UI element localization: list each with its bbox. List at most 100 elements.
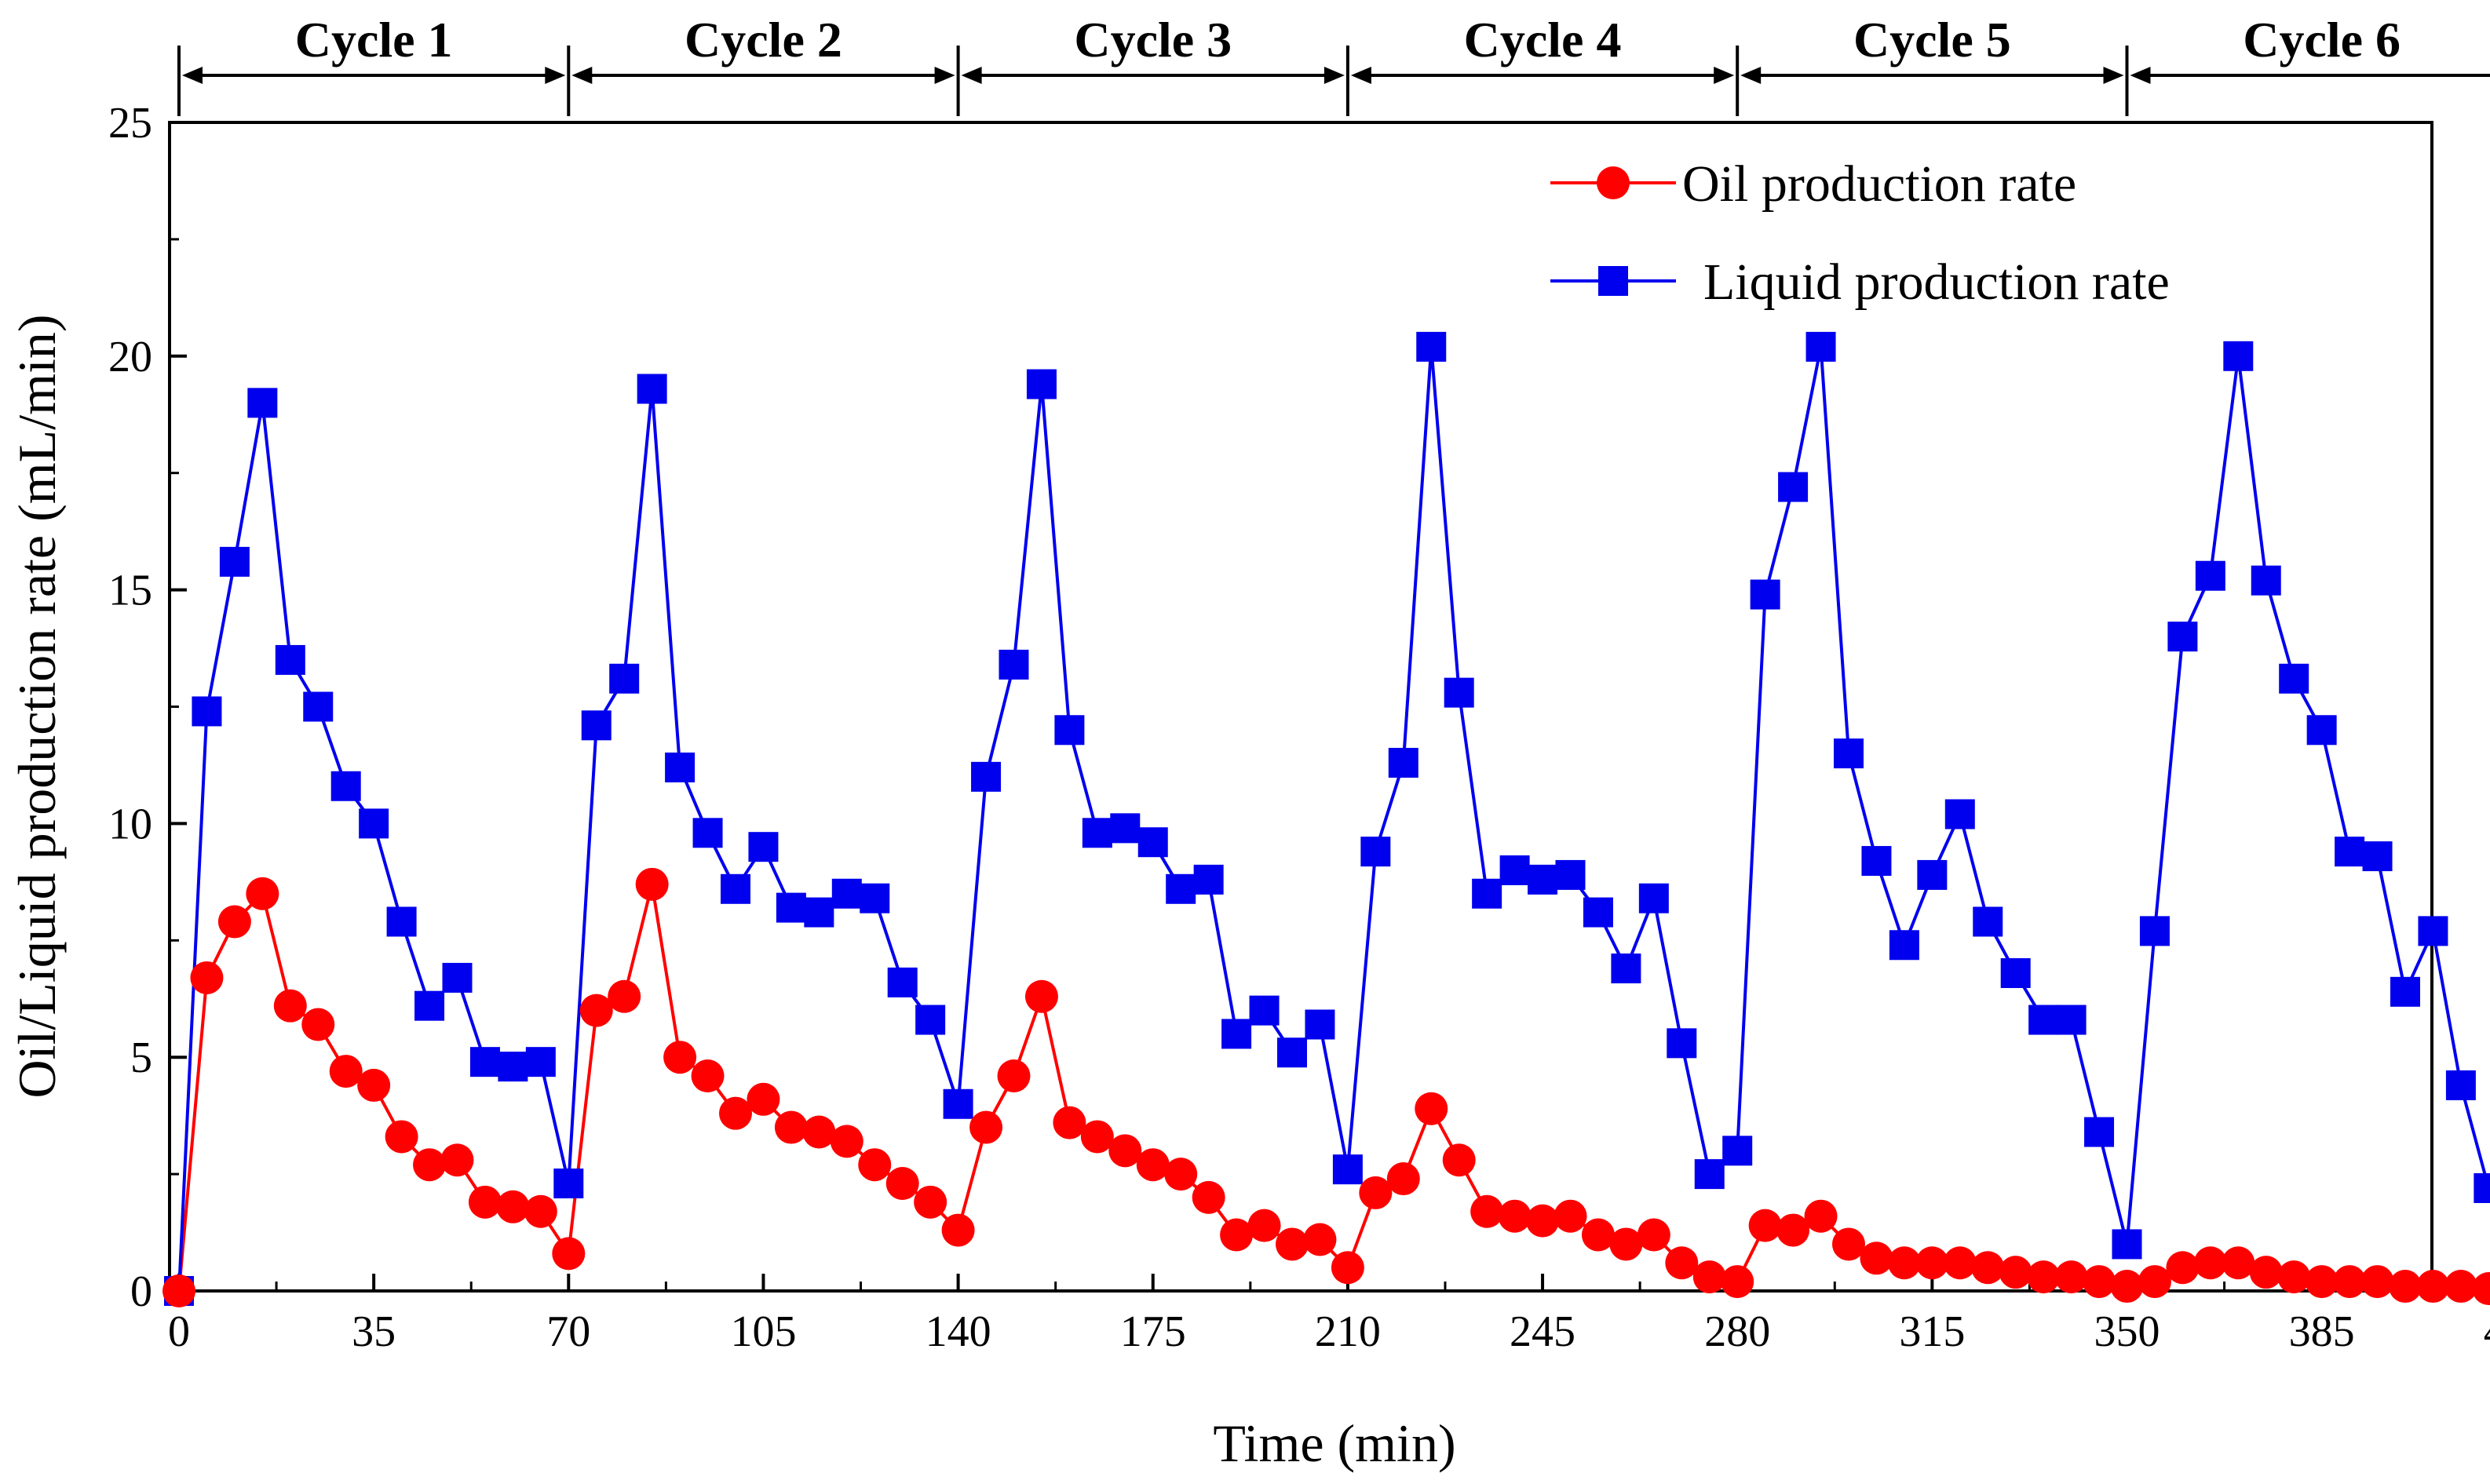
oil-rate-point xyxy=(1164,1158,1198,1191)
liquid-rate-point xyxy=(1834,738,1864,769)
oil-rate-point xyxy=(2193,1246,2227,1280)
cycle-arrow-left xyxy=(2130,67,2151,84)
liquid-rate-point xyxy=(1694,1159,1725,1190)
axes: 0 35 70 105 140 175 210 245 280 315 350 385 420 0 5 10 1… xyxy=(108,99,2490,1356)
y-tick-label: 25 xyxy=(108,99,152,148)
oil-rate-point xyxy=(2166,1251,2200,1285)
oil-rate-point xyxy=(1776,1213,1810,1247)
liquid-rate-point xyxy=(581,710,612,741)
x-tick-label: 385 xyxy=(2289,1307,2355,1356)
liquid-rate-point xyxy=(1750,579,1780,610)
oil-rate-point xyxy=(1637,1218,1670,1252)
liquid-rate-point xyxy=(2251,565,2281,596)
liquid-rate-point xyxy=(915,1005,946,1035)
liquid-rate-point xyxy=(1917,859,1948,890)
liquid-rate-point xyxy=(748,832,779,862)
oil-rate-point xyxy=(217,905,251,939)
oil-rate-point xyxy=(941,1213,975,1247)
oil-rate-point xyxy=(691,1059,725,1093)
liquid-rate-point xyxy=(386,906,417,937)
liquid-rate-point xyxy=(1416,331,1447,362)
liquid-rate-point xyxy=(192,696,222,727)
liquid-rate-point xyxy=(1110,813,1141,844)
oil-rate-point xyxy=(1331,1251,1364,1285)
legend: Oil production rate Liquid production ra… xyxy=(1550,155,2170,311)
liquid-rate-point xyxy=(637,374,667,404)
liquid-rate-point xyxy=(776,892,806,923)
oil-rate-point xyxy=(802,1115,836,1149)
liquid-rate-point xyxy=(1555,859,1586,890)
x-tick-label: 35 xyxy=(352,1307,396,1356)
oil-rate-point xyxy=(162,1274,195,1307)
cycle-arrow-right xyxy=(1323,67,1345,84)
liquid-rate-point xyxy=(1444,677,1474,708)
liquid-rate-point xyxy=(1861,846,1892,877)
liquid-rate-point xyxy=(860,883,890,913)
oil-rate-point xyxy=(1470,1194,1504,1228)
oil-rate-point xyxy=(1386,1162,1420,1196)
oil-rate-point xyxy=(273,989,307,1023)
liquid-rate-point xyxy=(247,388,278,418)
liquid-rate-point xyxy=(330,771,361,801)
cycle-label: Cycle 6 xyxy=(2243,12,2401,67)
liquid-rate-point xyxy=(1360,837,1391,867)
liquid-rate-point xyxy=(1638,883,1669,913)
oil-rate-point xyxy=(885,1167,919,1201)
cycle-arrow-left xyxy=(182,67,203,84)
cycle-label: Cycle 3 xyxy=(1074,12,1232,67)
legend-oil-marker xyxy=(1597,166,1630,199)
oil-rate-point xyxy=(1136,1148,1170,1182)
x-axis-title: Time (min) xyxy=(1213,1413,1455,1473)
oil-rate-point xyxy=(1721,1265,1754,1299)
liquid-rate-point xyxy=(2139,916,2170,946)
oil-rate-point xyxy=(1860,1242,1893,1275)
x-tick-label: 210 xyxy=(1315,1307,1381,1356)
oil-rate-point xyxy=(1692,1260,1726,1294)
liquid-rate-point xyxy=(1667,1028,1697,1059)
oil-rate-point xyxy=(413,1148,447,1182)
liquid-rate-point xyxy=(1054,715,1085,746)
oil-rate-point xyxy=(1108,1134,1142,1168)
liquid-rate-point xyxy=(1388,747,1418,778)
liquid-rate-point xyxy=(1528,864,1558,895)
oil-rate-point xyxy=(747,1082,780,1116)
liquid-rate-line xyxy=(177,345,2490,1292)
liquid-rate-point xyxy=(1082,818,1112,848)
cycle-arrow-right xyxy=(2103,67,2124,84)
cycle-arrow-left xyxy=(1350,67,1371,84)
oil-rate-point xyxy=(1609,1227,1643,1261)
oil-rate-point xyxy=(858,1148,892,1182)
liquid-rate-point xyxy=(2279,663,2309,694)
liquid-rate-point xyxy=(999,649,1029,680)
oil-rate-point xyxy=(1303,1223,1337,1256)
liquid-rate-point xyxy=(1778,472,1809,502)
oil-rate-point xyxy=(1442,1143,1476,1177)
oil-rate-point xyxy=(719,1096,752,1130)
cycle-arrow-right xyxy=(1714,67,1735,84)
oil-rate-point xyxy=(774,1110,808,1144)
liquid-rate-point xyxy=(2418,916,2448,946)
liquid-rate-point xyxy=(943,1088,973,1119)
oil-rate-point xyxy=(1247,1209,1281,1242)
oil-rate-point xyxy=(830,1125,863,1158)
oil-rate-point xyxy=(1887,1246,1921,1280)
liquid-rate-point xyxy=(2223,341,2254,371)
oil-rate-point xyxy=(1832,1227,1865,1261)
legend-liquid-marker xyxy=(1598,266,1628,296)
oil-rate-point xyxy=(2444,1270,2477,1304)
oil-rate-point xyxy=(608,979,641,1013)
x-tick-label: 245 xyxy=(1510,1307,1575,1356)
oil-rate-point xyxy=(2472,1272,2490,1306)
liquid-rate-point xyxy=(275,644,305,675)
cycle-label: Cycle 2 xyxy=(685,12,842,67)
oil-rate-point xyxy=(914,1185,947,1219)
cycle-arrow-right xyxy=(545,67,566,84)
liquid-rate-point xyxy=(1889,930,1919,961)
oil-rate-point xyxy=(579,994,613,1027)
liquid-rate-point xyxy=(553,1169,584,1199)
oil-rate-point xyxy=(1804,1199,1838,1233)
oil-rate-point xyxy=(2360,1265,2394,1299)
liquid-rate-point xyxy=(442,962,473,993)
data-series xyxy=(162,331,2490,1307)
